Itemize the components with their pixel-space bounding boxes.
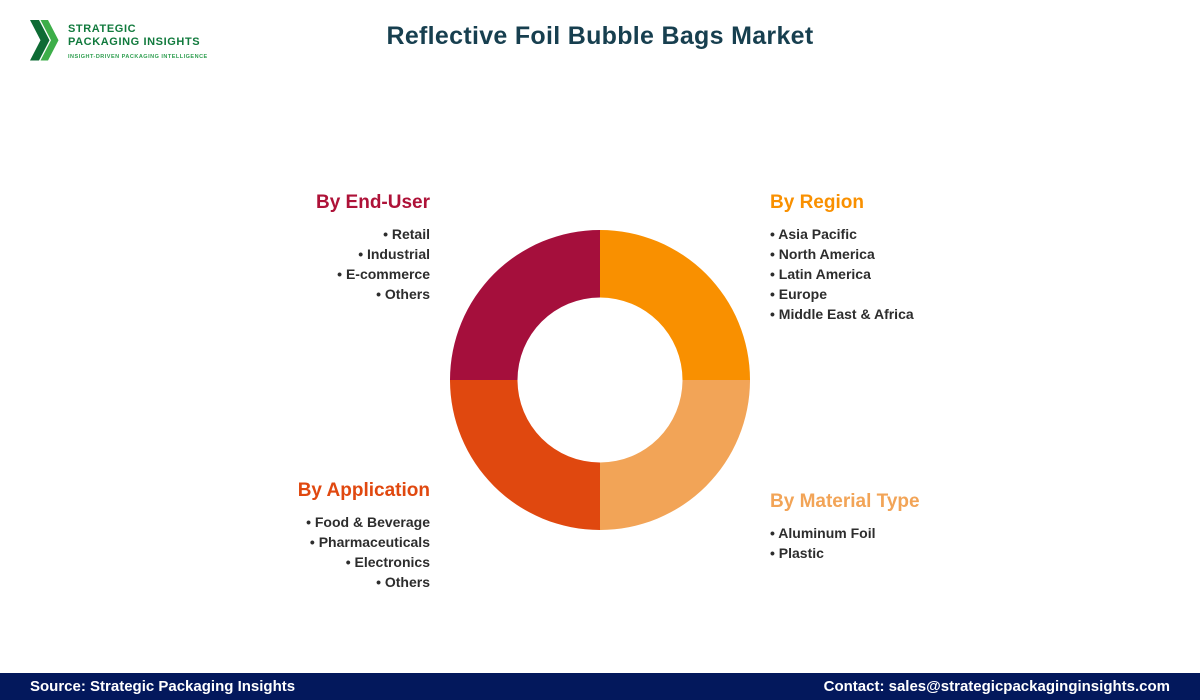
list-item: Others — [150, 284, 430, 304]
list-item: Aluminum Foil — [770, 523, 1030, 543]
donut-chart — [450, 230, 750, 530]
list-item: Food & Beverage — [150, 512, 430, 532]
donut-slice-0 — [600, 230, 750, 380]
list-item: Retail — [150, 224, 430, 244]
segment-title-material: By Material Type — [770, 491, 920, 512]
list-item: North America — [770, 244, 1030, 264]
list-item: Pharmaceuticals — [150, 532, 430, 552]
footer-bar: Source: Strategic Packaging Insights Con… — [0, 673, 1200, 700]
donut-slice-3 — [450, 230, 600, 380]
brand-logo: STRATEGIC PACKAGING INSIGHTS INSIGHT-DRI… — [30, 12, 208, 70]
segment-items-material: Aluminum Foil Plastic — [770, 523, 1030, 563]
list-item: Others — [150, 572, 430, 592]
list-item: Electronics — [150, 552, 430, 572]
list-item: Latin America — [770, 264, 1030, 284]
page-title: Reflective Foil Bubble Bags Market — [386, 22, 814, 50]
segment-title-application: By Application — [297, 480, 430, 501]
logo-text: STRATEGIC PACKAGING INSIGHTS INSIGHT-DRI… — [68, 23, 208, 60]
logo-tagline: INSIGHT-DRIVEN PACKAGING INTELLIGENCE — [68, 53, 208, 60]
segment-items-application: Food & Beverage Pharmaceuticals Electron… — [150, 512, 430, 592]
list-item: Europe — [770, 284, 1030, 304]
segment-items-region: Asia Pacific North America Latin America… — [770, 224, 1030, 324]
list-item: Middle East & Africa — [770, 304, 1030, 324]
segment-block-material: By Material Type Aluminum Foil Plastic — [770, 491, 1030, 563]
list-item: Plastic — [770, 543, 1030, 563]
footer-source: Source: Strategic Packaging Insights — [30, 678, 296, 695]
donut-slice-2 — [450, 380, 600, 530]
segment-title-end-user: By End-User — [315, 192, 430, 213]
segment-block-region: By Region Asia Pacific North America Lat… — [770, 192, 1030, 324]
donut-slice-1 — [600, 380, 750, 530]
list-item: E-commerce — [150, 264, 430, 284]
logo-chevron-icon — [30, 20, 59, 61]
list-item: Industrial — [150, 244, 430, 264]
segment-block-application: By Application Food & Beverage Pharmaceu… — [150, 480, 430, 592]
logo-line-1: STRATEGIC — [68, 22, 137, 35]
list-item: Asia Pacific — [770, 224, 1030, 244]
segment-title-region: By Region — [770, 192, 864, 213]
footer-contact: Contact: sales@strategicpackaginginsight… — [823, 678, 1170, 695]
segment-block-end-user: By End-User Retail Industrial E-commerce… — [150, 192, 430, 304]
segment-items-end-user: Retail Industrial E-commerce Others — [150, 224, 430, 304]
logo-line-2: PACKAGING INSIGHTS — [68, 35, 201, 48]
